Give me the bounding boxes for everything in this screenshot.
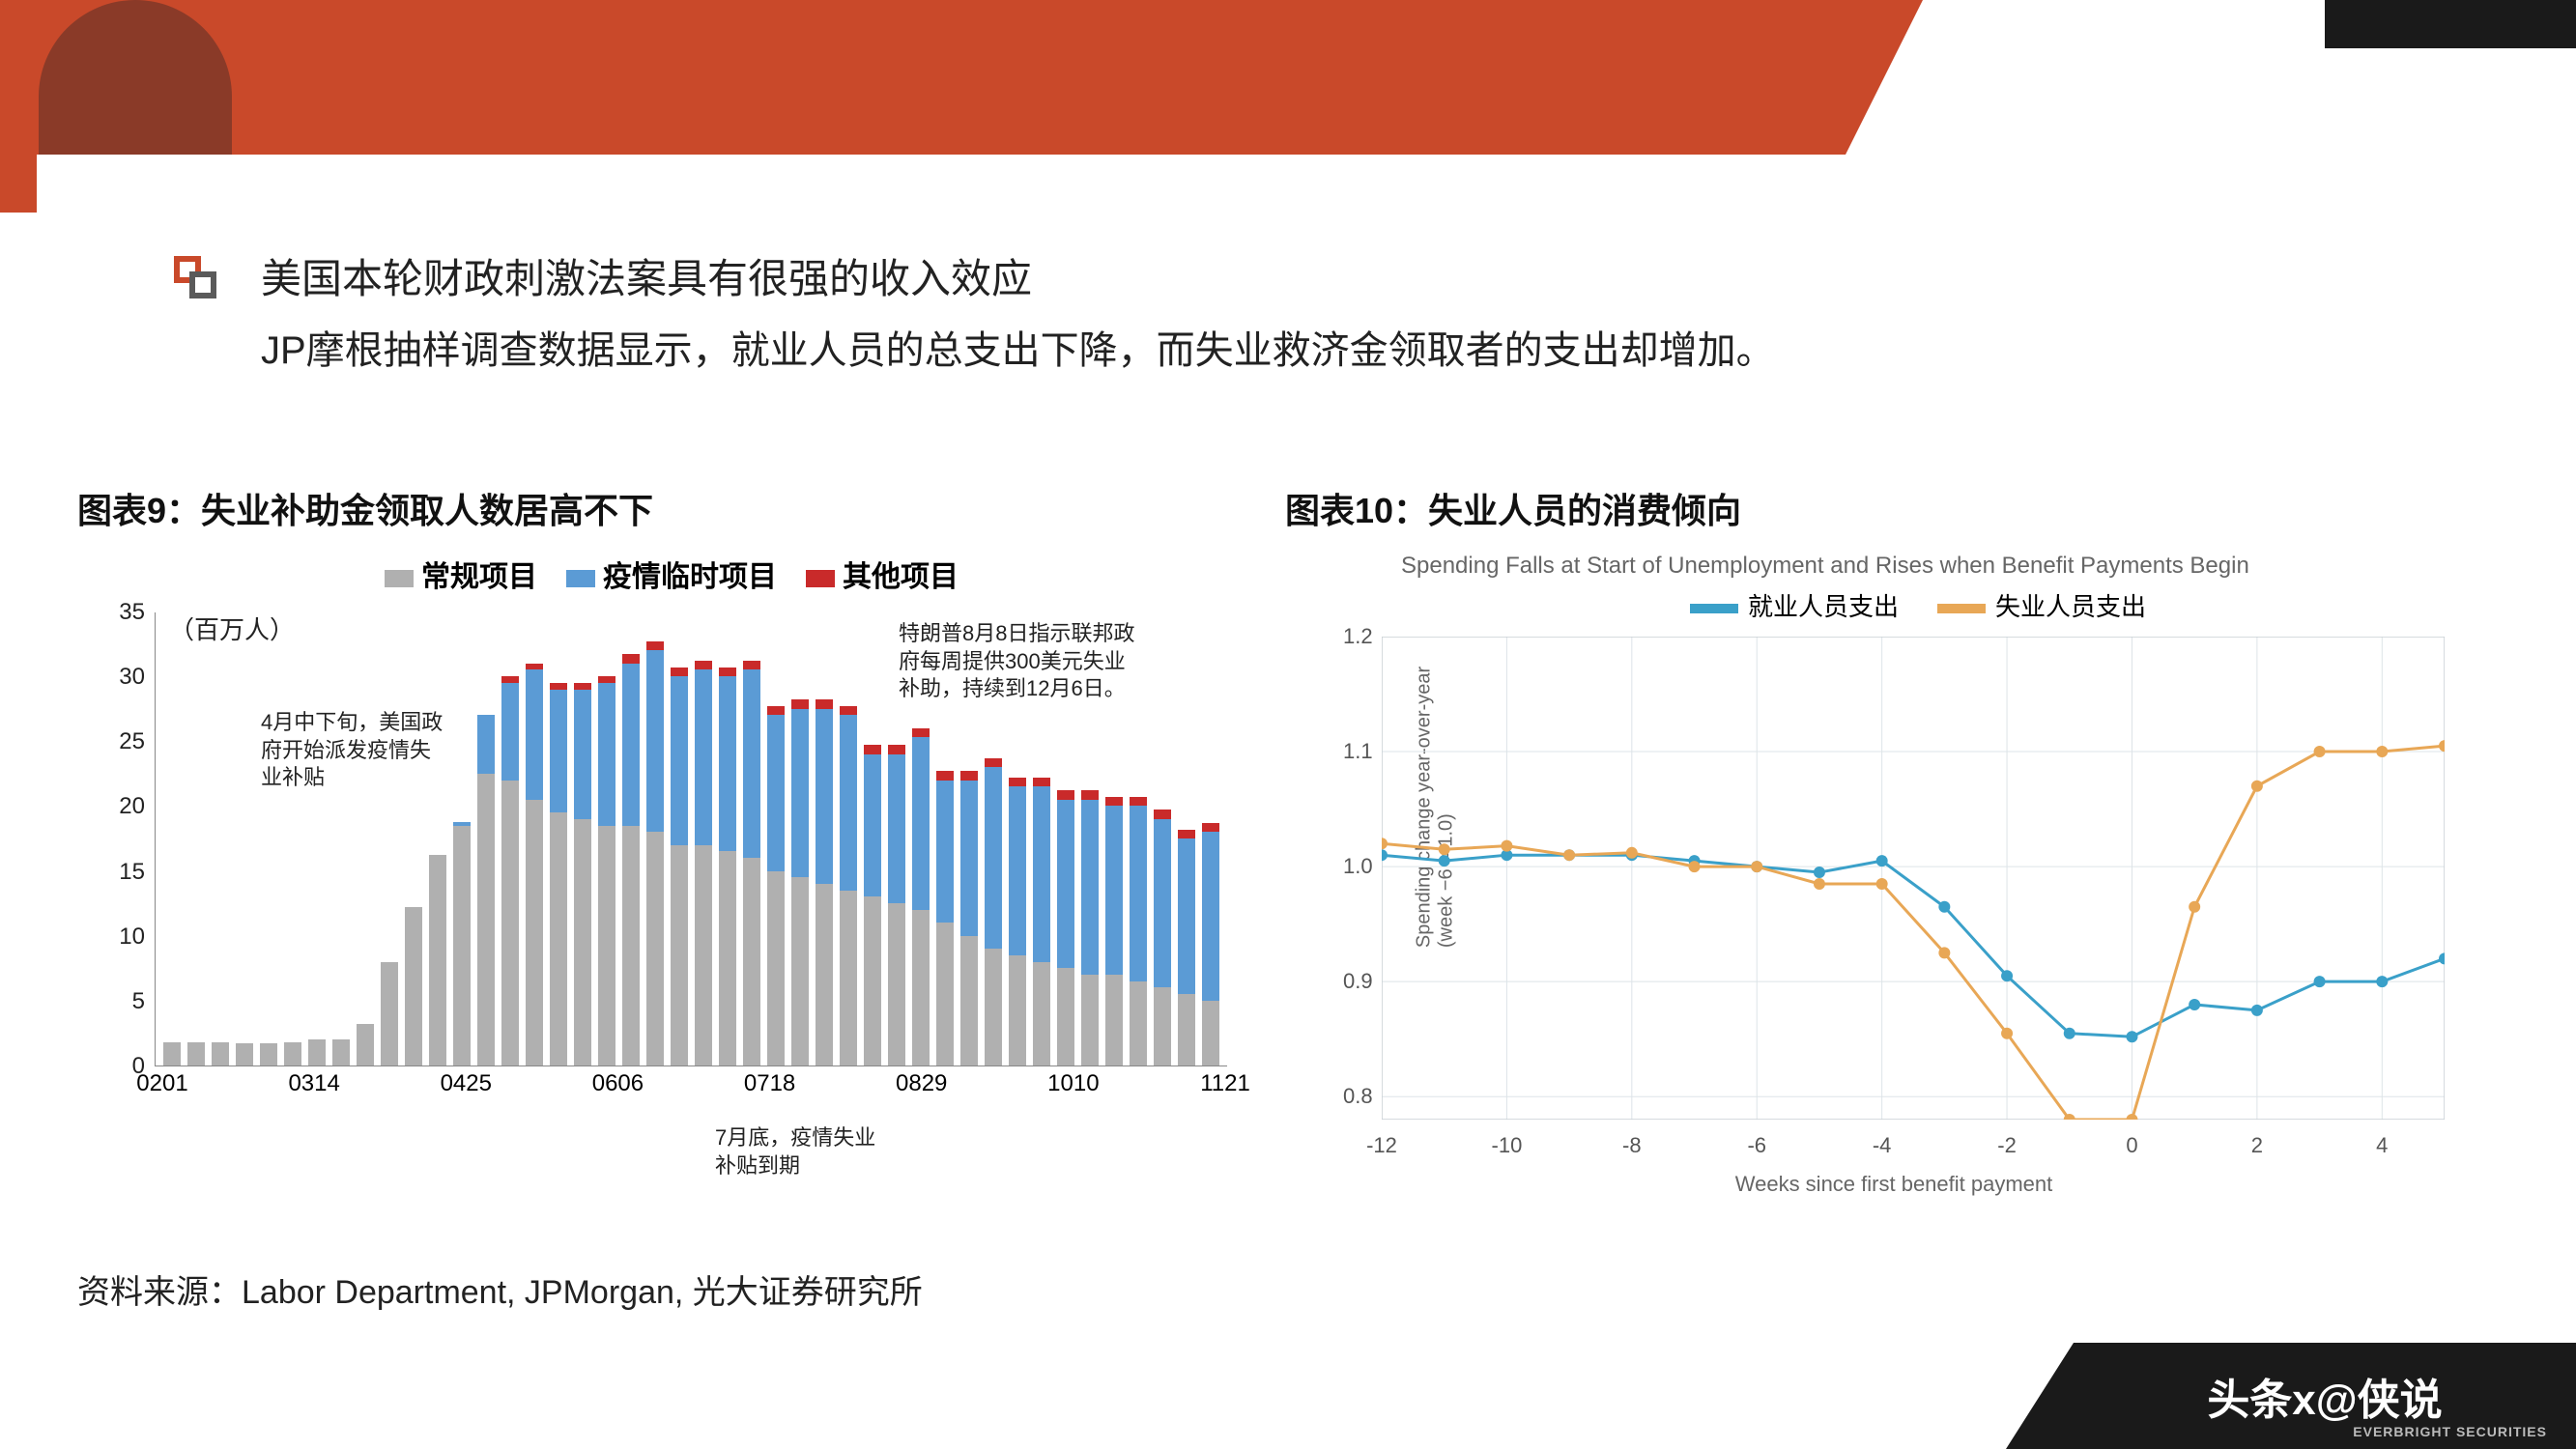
bullet-icon: [174, 256, 222, 304]
brand-main: 头条x@侠说: [2207, 1365, 2442, 1427]
chart10-plot: Spending change year-over-year(week −6 =…: [1324, 627, 2464, 1168]
chart10-xlabel: Weeks since first benefit payment: [1735, 1172, 2053, 1197]
chart9-plot: （百万人） 0510152025303502010314042506060718…: [97, 603, 1227, 1105]
chart10-svg-area: [1382, 637, 2454, 1120]
brand-sub: EVERBRIGHT SECURITIES: [2353, 1424, 2547, 1439]
chart10-title: 图表10：失业人员的消费倾向: [1285, 483, 2512, 533]
left-accent-bar: [0, 155, 37, 213]
banner-arch: [39, 0, 232, 155]
top-banner: [0, 0, 1846, 155]
page-subheading: JP摩根抽样调查数据显示，就业人员的总支出下降，而失业救济金领取者的支出却增加。: [261, 319, 1775, 375]
chart10-legend: 就业人员支出失业人员支出: [1285, 587, 2512, 623]
source-line: 资料来源：Labor Department, JPMorgan, 光大证券研究所: [77, 1265, 923, 1313]
chart9-container: 图表9：失业补助金领取人数居高不下 常规项目疫情临时项目其他项目 （百万人） 0…: [77, 483, 1237, 1105]
page-heading: 美国本轮财政刺激法案具有很强的收入效应: [261, 246, 1032, 305]
chart9-legend: 常规项目疫情临时项目其他项目: [77, 553, 1237, 595]
chart10-container: 图表10：失业人员的消费倾向 Spending Falls at Start o…: [1285, 483, 2512, 1168]
chart10-subtitle: Spending Falls at Start of Unemployment …: [1401, 553, 2512, 580]
top-right-wedge: [2344, 0, 2576, 48]
brand-badge: 头条x@侠说 EVERBRIGHT SECURITIES: [2074, 1343, 2576, 1449]
chart9-title: 图表9：失业补助金领取人数居高不下: [77, 483, 1237, 533]
